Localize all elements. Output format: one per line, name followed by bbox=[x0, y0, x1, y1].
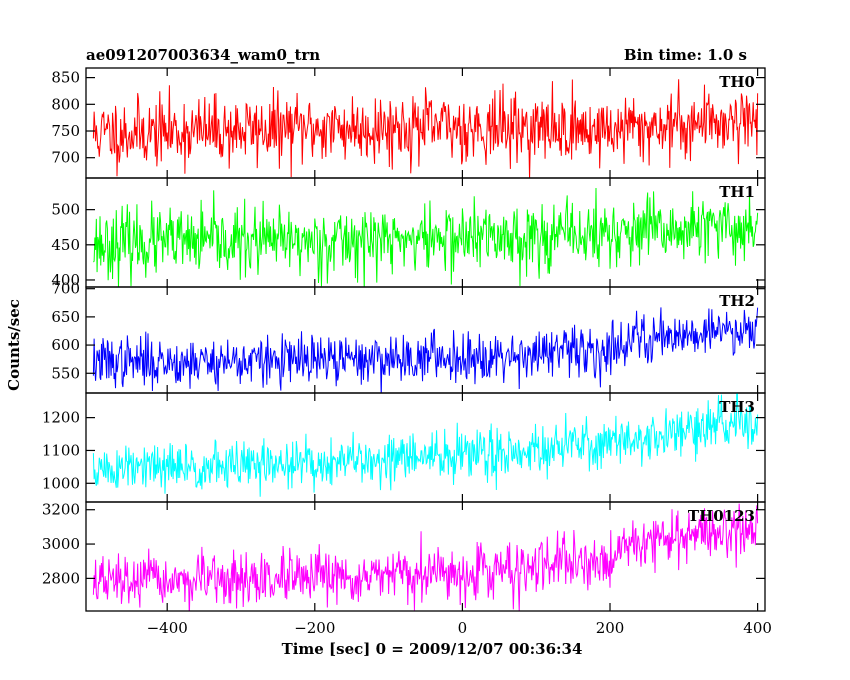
y-tick-label: 800 bbox=[51, 95, 80, 113]
panel-th0: 700 750 800 850 TH0 bbox=[51, 67, 766, 179]
x-axis: −400 −200 0 200 400 bbox=[147, 619, 772, 637]
x-axis-label: Time [sec] 0 = 2009/12/07 00:36:34 bbox=[282, 640, 583, 658]
panel-th2: 550 600 650 700 TH2 bbox=[51, 280, 766, 394]
y-tick-label: 550 bbox=[51, 364, 80, 382]
x-tick-label: −200 bbox=[294, 619, 335, 637]
panel-name-label: TH0 bbox=[719, 73, 755, 91]
panel-name-label: TH0123 bbox=[688, 507, 755, 525]
y-tick-label: 1100 bbox=[42, 441, 80, 459]
y-tick-label: 500 bbox=[51, 201, 80, 219]
panel-th3: 1000 1100 1200 TH3 bbox=[42, 392, 766, 503]
y-tick-label: 450 bbox=[51, 236, 80, 254]
y-axis-label: Counts/sec bbox=[5, 299, 23, 391]
bin-time-label: Bin time: 1.0 s bbox=[624, 46, 747, 64]
panel-th0123: 2800 3000 3200 TH0123 bbox=[42, 501, 766, 612]
panel-frame bbox=[85, 501, 766, 612]
panels-group: 700 750 800 850 TH0 400 450 500 TH1 550 600 650 700 T… bbox=[42, 67, 766, 612]
y-tick-label: 850 bbox=[51, 69, 80, 87]
x-tick-label: 400 bbox=[743, 619, 772, 637]
panel-name-label: TH1 bbox=[719, 183, 755, 201]
series-line-th1 bbox=[92, 188, 759, 287]
series-line-th0 bbox=[92, 79, 759, 178]
x-tick-label: 0 bbox=[458, 619, 468, 637]
chart-title: ae091207003634_wam0_trn bbox=[86, 46, 320, 64]
x-tick-label: 200 bbox=[596, 619, 625, 637]
series-line-th2 bbox=[92, 307, 759, 393]
y-tick-label: 750 bbox=[51, 122, 80, 140]
series-line-th3 bbox=[92, 393, 759, 497]
x-tick-label: −400 bbox=[147, 619, 188, 637]
panel-th1: 400 450 500 TH1 bbox=[51, 177, 766, 289]
panel-name-label: TH3 bbox=[719, 398, 755, 416]
y-tick-label: 600 bbox=[51, 336, 80, 354]
y-tick-label: 650 bbox=[51, 308, 80, 326]
y-tick-label: 1000 bbox=[42, 474, 80, 492]
y-tick-label: 400 bbox=[51, 271, 80, 289]
y-tick-label: 1200 bbox=[42, 409, 80, 427]
y-tick-label: 2800 bbox=[42, 569, 80, 587]
y-tick-label: 3200 bbox=[42, 501, 80, 519]
y-tick-label: 3000 bbox=[42, 535, 80, 553]
y-tick-label: 700 bbox=[51, 149, 80, 167]
y-tick-label: 700 bbox=[51, 280, 80, 298]
series-line-th0123 bbox=[92, 503, 759, 611]
panel-name-label: TH2 bbox=[719, 292, 755, 310]
